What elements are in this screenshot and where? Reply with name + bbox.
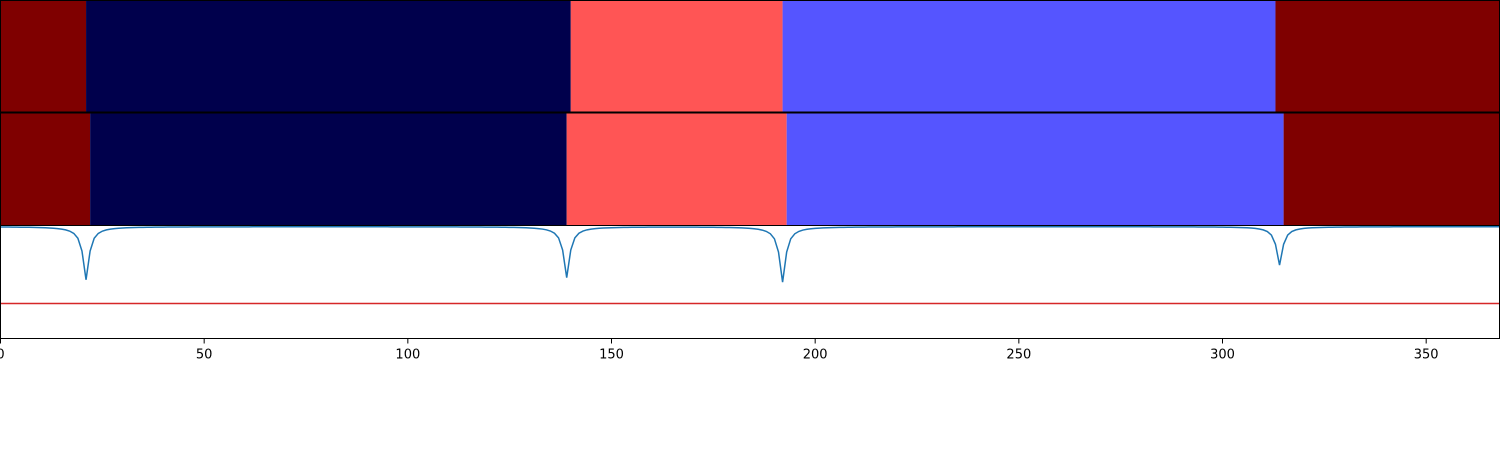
segment-bar-0-0 [0,0,87,112]
segment-bar-0-1 [86,0,571,112]
boundary-score-line [0,225,1500,283]
segment-bar-1-4 [1283,113,1500,226]
x-tick-label-250: 250 [1006,348,1031,363]
segment-bar-0-4 [1275,0,1500,112]
boundary-score-panel [0,225,1500,305]
x-tick-label-150: 150 [599,348,624,363]
segment-bar-1-3 [786,113,1284,226]
x-tick-label-100: 100 [395,348,420,363]
segment-bar-0-3 [782,0,1276,112]
segment-bar-1-2 [566,113,787,226]
segment-bar-1-0 [0,113,91,226]
x-tick-label-50: 50 [196,348,213,363]
x-tick-label-300: 300 [1210,348,1235,363]
segment-row-prediction [0,113,1500,226]
x-tick-label-350: 350 [1414,348,1439,363]
segment-row-ground-truth [0,0,1500,112]
x-tick-label-0: 0 [0,348,5,363]
segment-bar-1-1 [90,113,567,226]
x-axis: 0 50 100 150 200 250 300 350 [0,338,1439,363]
x-tick-label-200: 200 [803,348,828,363]
segment-bar-0-2 [570,0,783,112]
